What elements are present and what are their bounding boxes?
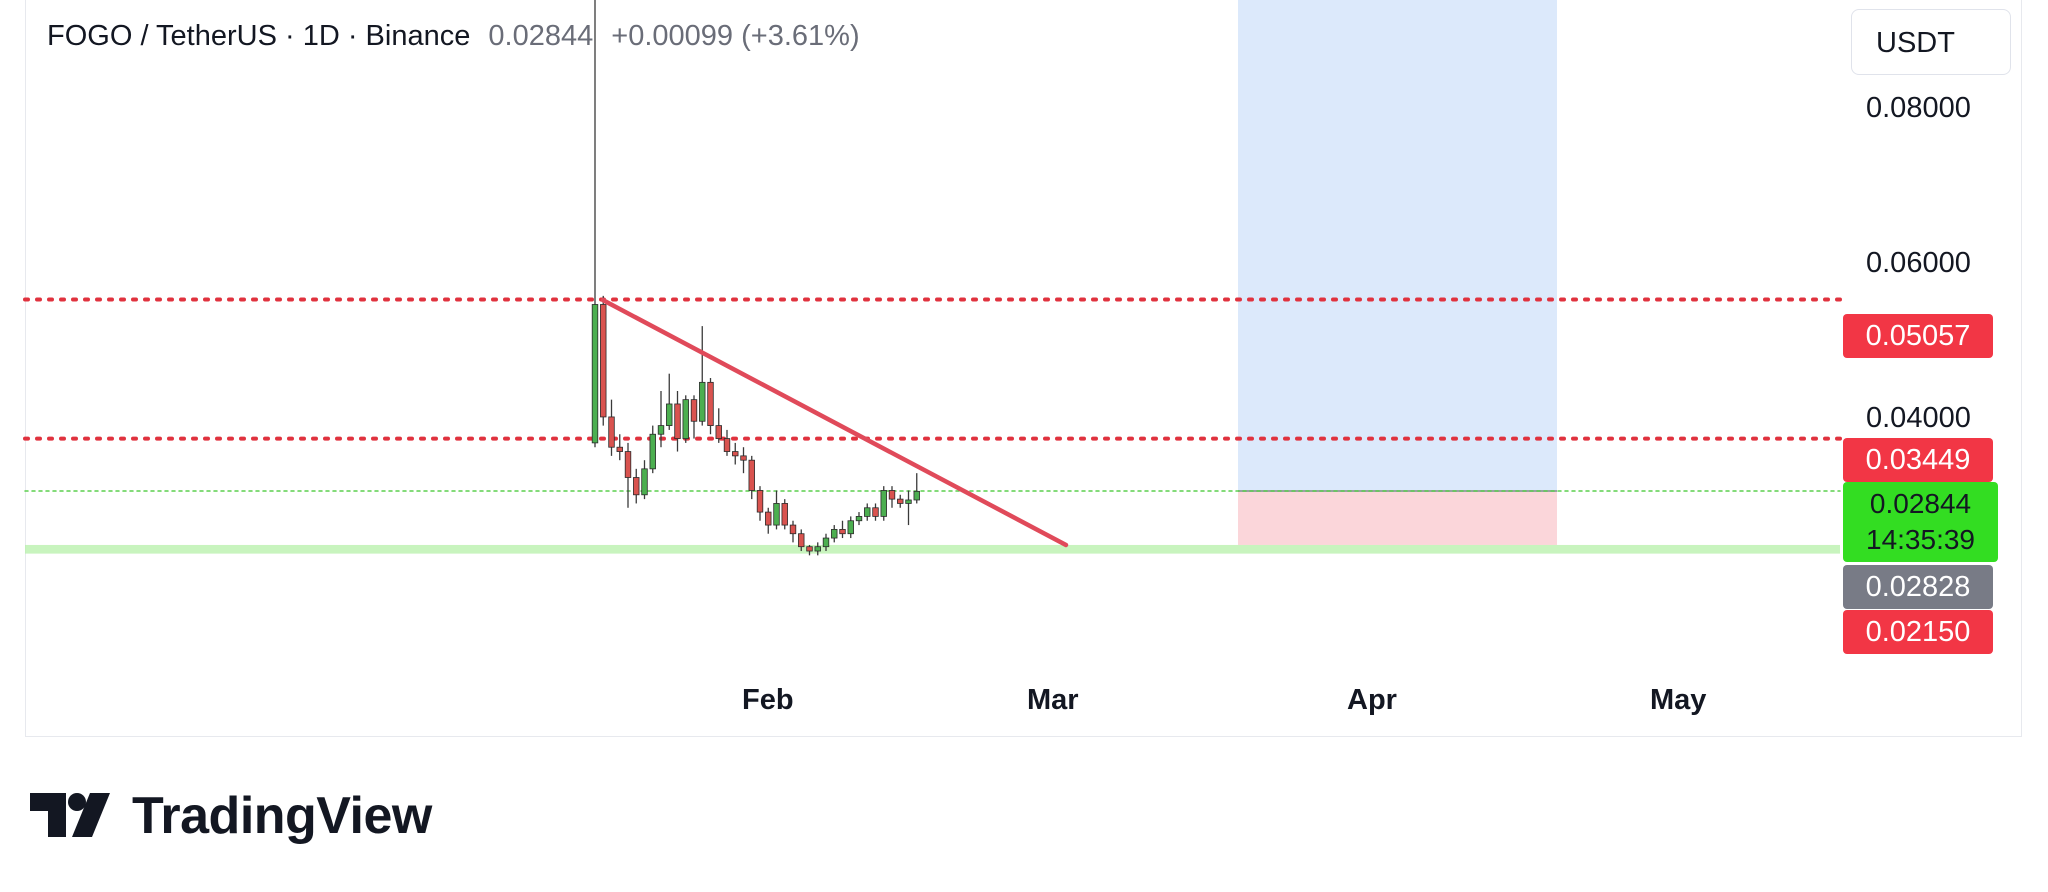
candle-body [657,425,665,435]
brand-name: TradingView [132,787,432,845]
candle-body [690,399,698,422]
candle-body [905,499,912,504]
candle-body [880,490,887,517]
stop-zone [1238,490,1557,545]
candle-body [608,416,615,448]
y-axis-tick-label: 0.08000 [1866,92,1971,124]
last-price-value: 0.02844 [1869,488,1972,519]
candle-body [616,446,623,452]
support-price-label: 0.02828 [1843,565,1993,609]
candle-body [591,304,599,444]
candle-body [773,503,780,526]
descending-trendline [600,297,1069,548]
candle-body [649,433,656,470]
y-axis-tick-label: 0.04000 [1866,402,1971,434]
candle-body [822,537,830,548]
candle-body [707,381,714,426]
candle-body [765,511,772,526]
tradingview-logo[interactable]: TradingView [30,786,432,846]
bar-countdown: 14:35:39 [1866,524,1975,555]
candle-body [806,546,813,552]
candle-body [600,304,607,418]
x-axis-month-label: Apr [1347,684,1397,716]
symbol-title[interactable]: FOGO / TetherUS · 1D · Binance [47,20,471,52]
candle-body [888,490,896,500]
currency-unit-button[interactable]: USDT [1851,9,2011,75]
candle-body [732,451,739,457]
price-change-header: +0.00099 (+3.61%) [611,20,860,52]
candle-body [855,516,863,522]
tradingview-logo-icon [30,793,110,837]
candle-body [781,503,788,526]
candle-body [674,403,681,439]
resistance-mid-price-label: 0.03449 [1843,438,1993,482]
x-axis-month-label: Feb [742,684,794,716]
x-axis-month-label: May [1650,684,1707,716]
y-axis-tick-label: 0.06000 [1866,247,1971,279]
candle-body [789,524,797,535]
candle-body [666,403,673,426]
candle-body [864,507,871,517]
last-price-label: 0.02844 14:35:39 [1843,482,1998,562]
candle-body [913,490,920,501]
candle-body [748,459,755,491]
resistance-high-price-label: 0.05057 [1843,314,1993,358]
chart-frame[interactable] [25,0,2022,737]
candle-body [699,381,706,422]
stop-price-label: 0.02150 [1843,610,1993,654]
symbol-header: FOGO / TetherUS · 1D · Binance 0.02844 +… [47,20,860,53]
candle-body [872,507,879,517]
candle-body [897,498,904,504]
candle-body [756,490,764,513]
candle-body [839,528,846,535]
candle-body [814,546,821,552]
candle-body [740,455,747,461]
candle-body [798,533,805,548]
candle-body [847,520,854,535]
x-axis-month-label: Mar [1027,684,1079,716]
candle-body [831,528,838,539]
candle-body [641,468,648,496]
candle-body [682,399,689,439]
candle-body [633,477,640,496]
candle-body [723,438,731,452]
candle-body [624,451,632,478]
target-zone [1238,0,1557,491]
support-zone [25,544,1840,554]
price-chart[interactable] [0,0,2048,740]
candle-body [715,425,722,439]
last-price-header: 0.02844 [488,20,594,52]
